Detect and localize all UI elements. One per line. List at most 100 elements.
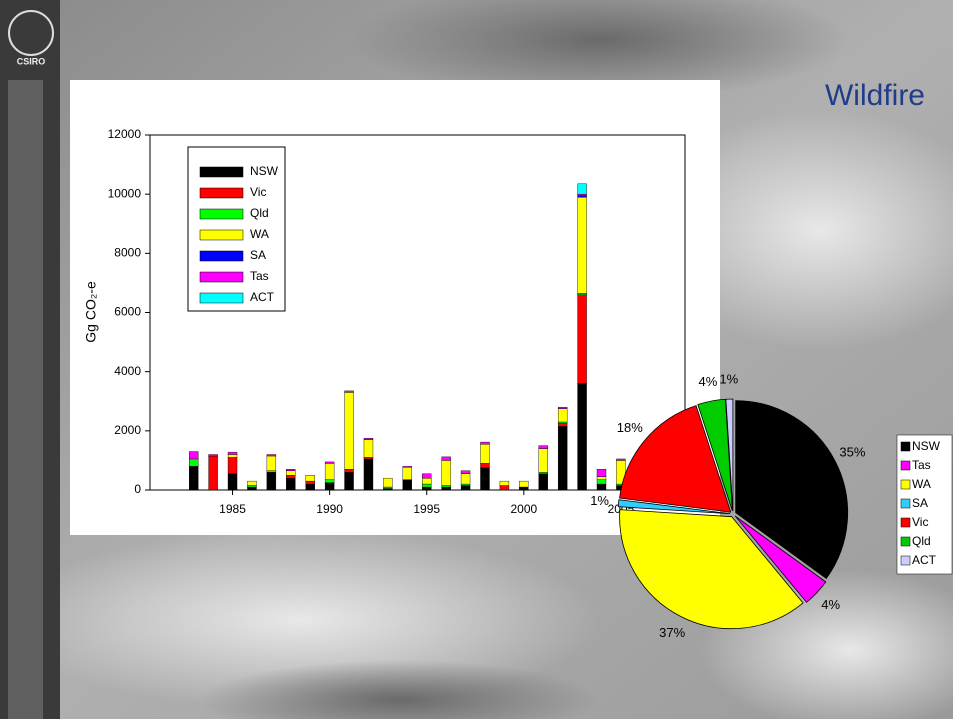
legend-label: Vic — [912, 515, 928, 529]
bar-segment — [227, 451, 238, 455]
cloud — [200, 660, 600, 724]
x-tick-label: 1995 — [413, 502, 440, 516]
legend-swatch — [900, 555, 911, 566]
bar-segment — [383, 486, 393, 489]
bar-segment — [422, 483, 432, 488]
logo-ring — [8, 10, 54, 56]
bar-segment — [519, 480, 529, 488]
bar-segment — [519, 486, 529, 491]
bar-segment — [499, 485, 510, 491]
legend-swatch — [900, 479, 911, 490]
legend-swatch — [199, 229, 244, 241]
bar-segment — [305, 480, 315, 485]
bar-segment — [577, 193, 587, 196]
bar-segment — [577, 196, 587, 294]
x-tick-label: 1985 — [219, 502, 246, 516]
pie-slice — [734, 515, 827, 603]
bar-segment — [557, 406, 568, 409]
y-tick-label: 2000 — [114, 423, 141, 437]
y-axis-label: Gg CO₂-e — [83, 281, 99, 343]
legend-label: ACT — [912, 553, 937, 567]
bar-segment — [227, 457, 238, 474]
legend-swatch — [199, 292, 244, 304]
bar-segment — [577, 183, 587, 195]
legend-label: WA — [250, 227, 269, 241]
legend-swatch — [900, 536, 911, 547]
x-tick-label: 1990 — [316, 502, 343, 516]
bar-segment — [460, 473, 471, 485]
bar-segment — [402, 467, 413, 480]
left-strip-cloud — [8, 80, 43, 719]
bar-segment — [480, 443, 490, 464]
bar-segment — [227, 473, 238, 491]
bar-segment — [324, 463, 335, 480]
bar-segment — [480, 467, 490, 491]
legend-swatch — [199, 166, 244, 178]
chart-panel — [70, 80, 720, 535]
pie-label: 37% — [659, 625, 685, 640]
bar-segment — [208, 454, 218, 457]
bar-segment — [557, 423, 568, 427]
bar-segment — [363, 457, 374, 460]
bar-segment — [460, 470, 471, 474]
bar-segment — [363, 438, 374, 440]
bar-segment — [188, 466, 199, 491]
bar-segment — [363, 458, 374, 491]
cloud — [350, 0, 850, 100]
bar-segment — [324, 461, 335, 464]
bar-segment — [441, 486, 451, 491]
pie-label: 4% — [698, 374, 717, 389]
bar-segment — [422, 486, 432, 491]
bar-segment — [247, 486, 257, 491]
bar-segment — [577, 294, 587, 384]
bar-segment — [499, 480, 510, 486]
bar-segment — [596, 476, 607, 480]
bar-segment — [286, 475, 296, 479]
bar-segment — [557, 426, 568, 491]
bar-segment — [324, 482, 335, 491]
bar-segment — [441, 485, 451, 488]
bar-segment — [247, 485, 257, 488]
pie-slice — [617, 499, 731, 515]
bar-segment — [402, 479, 413, 491]
bar-segment — [577, 383, 587, 491]
y-tick-label: 12000 — [108, 127, 142, 141]
bar-segment — [227, 454, 238, 458]
pie-label: 35% — [839, 445, 865, 460]
y-tick-label: 8000 — [114, 246, 141, 260]
legend-label: Qld — [250, 206, 269, 220]
x-tick-label: 2000 — [510, 502, 537, 516]
legend-label: ACT — [250, 290, 275, 304]
bar-segment — [344, 392, 354, 470]
bar-segment — [188, 458, 199, 467]
bar-segment — [538, 472, 548, 474]
bar-segment — [480, 463, 490, 469]
bar-segment — [266, 470, 277, 473]
legend-swatch — [900, 460, 911, 471]
pie-label: 1% — [719, 372, 738, 387]
y-tick-label: 0 — [134, 482, 141, 496]
legend-swatch — [199, 187, 244, 199]
legend-swatch — [199, 271, 244, 283]
legend-label: SA — [912, 496, 928, 510]
bar-segment — [577, 195, 587, 198]
bar-segment — [324, 479, 335, 483]
bar-segment — [305, 475, 315, 482]
bar-segment — [286, 477, 296, 491]
bar-segment — [422, 473, 432, 479]
bar-segment — [344, 469, 354, 473]
bar-segment — [402, 466, 413, 468]
bar-segment — [344, 390, 354, 393]
bar-segment — [577, 293, 587, 295]
pie-slice — [735, 400, 849, 580]
bar-segment — [616, 458, 626, 461]
bar-segment — [266, 454, 277, 457]
legend-swatch — [900, 517, 911, 528]
pie-slice — [725, 398, 734, 512]
bar-segment — [538, 448, 548, 473]
bar-segment — [480, 441, 490, 445]
bar-segment — [422, 477, 432, 485]
bar-segment — [538, 473, 548, 491]
bar-segment — [383, 488, 393, 491]
